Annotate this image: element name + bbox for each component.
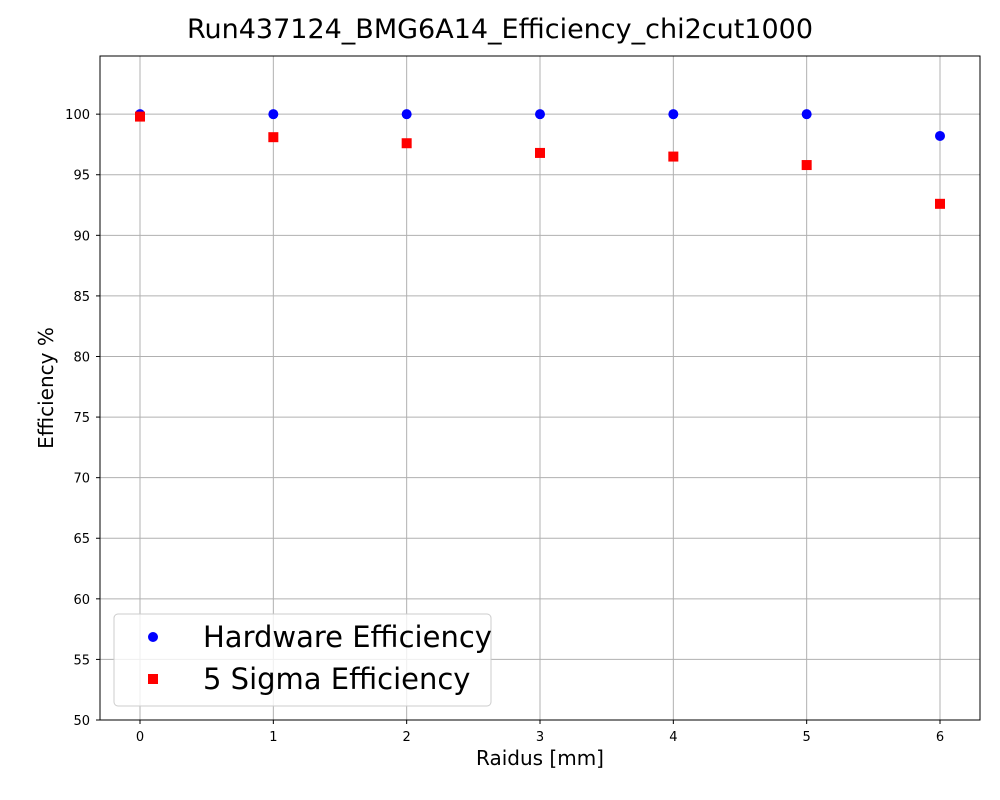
- legend: Hardware Efficiency 5 Sigma Efficiency: [113, 613, 492, 707]
- five-sigma-efficiency-point: [935, 198, 945, 209]
- y-tick-label: 50: [73, 714, 90, 729]
- x-tick-label: 6: [936, 730, 944, 745]
- legend-box: [113, 613, 492, 707]
- y-tick-label: 75: [73, 411, 90, 426]
- y-tick-label: 85: [73, 290, 90, 305]
- five-sigma-efficiency-point: [801, 160, 812, 171]
- y-tick-label: 90: [73, 229, 90, 244]
- y-tick-label: 95: [73, 169, 90, 184]
- hardware-efficiency-point: [801, 109, 812, 120]
- hardware-efficiency-point: [401, 109, 412, 120]
- five-sigma-efficiency-point: [535, 147, 545, 158]
- legend-label-hardware: Hardware Efficiency: [203, 620, 492, 654]
- hardware-efficiency-point: [935, 130, 945, 141]
- x-tick-label: 5: [803, 730, 811, 745]
- x-tick-label: 3: [536, 730, 544, 745]
- axis-ticks: 0 1 2 3 4 5 6 50 55 60 65 70 75 80 85 90 95 100: [65, 108, 944, 745]
- hardware-efficiency-point: [268, 109, 279, 120]
- legend-label-5sigma: 5 Sigma Efficiency: [203, 662, 470, 696]
- y-tick-label: 70: [73, 472, 90, 487]
- y-tick-label: 100: [65, 108, 90, 123]
- x-axis-label: Raidus [mm]: [476, 746, 604, 770]
- legend-marker-hardware: [148, 632, 158, 642]
- hardware-efficiency-point: [668, 109, 679, 120]
- x-tick-label: 0: [136, 730, 144, 745]
- five-sigma-efficiency-point: [135, 111, 145, 122]
- y-tick-label: 60: [73, 593, 90, 608]
- data-points: [135, 109, 945, 209]
- x-tick-label: 1: [269, 730, 277, 745]
- five-sigma-efficiency-point: [268, 132, 279, 143]
- y-tick-label: 65: [73, 532, 90, 547]
- chart-title: Run437124_BMG6A14_Efficiency_chi2cut1000: [187, 14, 813, 45]
- y-tick-label: 80: [73, 350, 90, 365]
- five-sigma-efficiency-point: [668, 151, 679, 162]
- y-axis-label: Efficiency %: [34, 327, 58, 449]
- five-sigma-efficiency-point: [401, 138, 412, 149]
- legend-marker-5sigma: [148, 674, 158, 684]
- x-tick-label: 2: [403, 730, 411, 745]
- hardware-efficiency-point: [535, 109, 545, 120]
- x-tick-label: 4: [669, 730, 677, 745]
- y-tick-label: 55: [73, 653, 90, 668]
